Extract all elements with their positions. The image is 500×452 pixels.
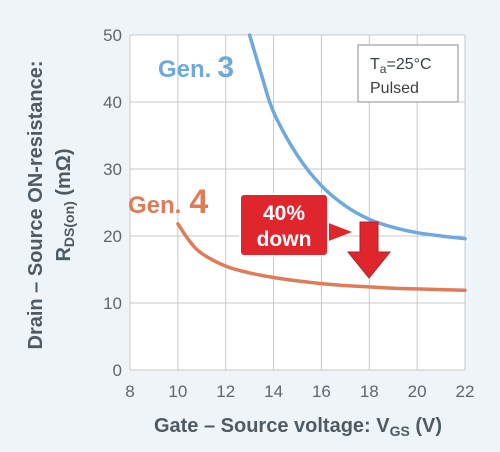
callout-box xyxy=(239,193,329,257)
callout-percent: 40% xyxy=(263,202,305,225)
x-tick-label-8: 8 xyxy=(125,382,134,401)
conditions-box: Ta=25°C Pulsed xyxy=(357,44,459,103)
x-axis-title-unit: (V) xyxy=(410,415,442,437)
y-axis-title-line2: RDS(on) (mΩ) xyxy=(53,148,77,261)
y-tick-label-20: 20 xyxy=(103,227,122,246)
series-line-gen3 xyxy=(247,33,467,241)
series-line-gen4 xyxy=(176,222,467,293)
callout-down: down xyxy=(257,228,312,251)
x-tick-label-16: 16 xyxy=(312,382,331,401)
series-label-gen4-prefix: Gen. xyxy=(128,192,181,219)
series-label-gen4-number: 4 xyxy=(189,183,208,221)
down-arrow-icon xyxy=(346,221,392,279)
y-tick-labels: 0 10 20 30 40 50 xyxy=(103,26,122,380)
y-axis-title-unit: (mΩ) xyxy=(53,148,75,201)
x-tick-label-14: 14 xyxy=(264,382,283,401)
x-axis-title-subscript: GS xyxy=(390,423,410,439)
conditions-pulsed: Pulsed xyxy=(370,80,419,97)
reduction-callout: 40% down xyxy=(239,193,392,279)
conditions-temperature: Ta=25°C xyxy=(370,56,432,76)
y-tick-label-30: 30 xyxy=(103,160,122,179)
conditions-temperature-value: =25°C xyxy=(386,56,431,73)
x-tick-labels: 8 10 12 14 16 18 20 22 xyxy=(125,382,474,401)
y-tick-label-40: 40 xyxy=(103,93,122,112)
y-axis-title-symbol: R xyxy=(53,247,75,262)
callout-pointer xyxy=(326,222,352,242)
series-layer xyxy=(176,33,467,293)
x-tick-label-10: 10 xyxy=(168,382,187,401)
x-axis-title-main: Gate – Source voltage: V xyxy=(154,415,390,437)
conditions-temperature-subscript: a xyxy=(380,62,387,76)
y-axis-title-line1: Drain – Source ON-resistance: xyxy=(25,61,47,350)
x-tick-label-20: 20 xyxy=(408,382,427,401)
y-axis-title-subscript: DS(on) xyxy=(61,201,77,247)
y-tick-label-50: 50 xyxy=(103,26,122,45)
x-axis-title: Gate – Source voltage: VGS (V) xyxy=(154,415,442,439)
series-label-gen4: Gen. 4 xyxy=(128,183,208,221)
conditions-box-frame xyxy=(357,44,459,103)
series-label-gen3-number: 3 xyxy=(217,51,234,84)
series-label-gen3-prefix: Gen. xyxy=(158,56,211,83)
x-tick-label-22: 22 xyxy=(456,382,475,401)
conditions-temperature-symbol: T xyxy=(370,56,380,73)
x-tick-label-12: 12 xyxy=(216,382,235,401)
x-tick-label-18: 18 xyxy=(360,382,379,401)
series-label-gen3: Gen. 3 xyxy=(158,51,234,84)
y-tick-label-0: 0 xyxy=(113,361,122,380)
y-tick-label-10: 10 xyxy=(103,294,122,313)
